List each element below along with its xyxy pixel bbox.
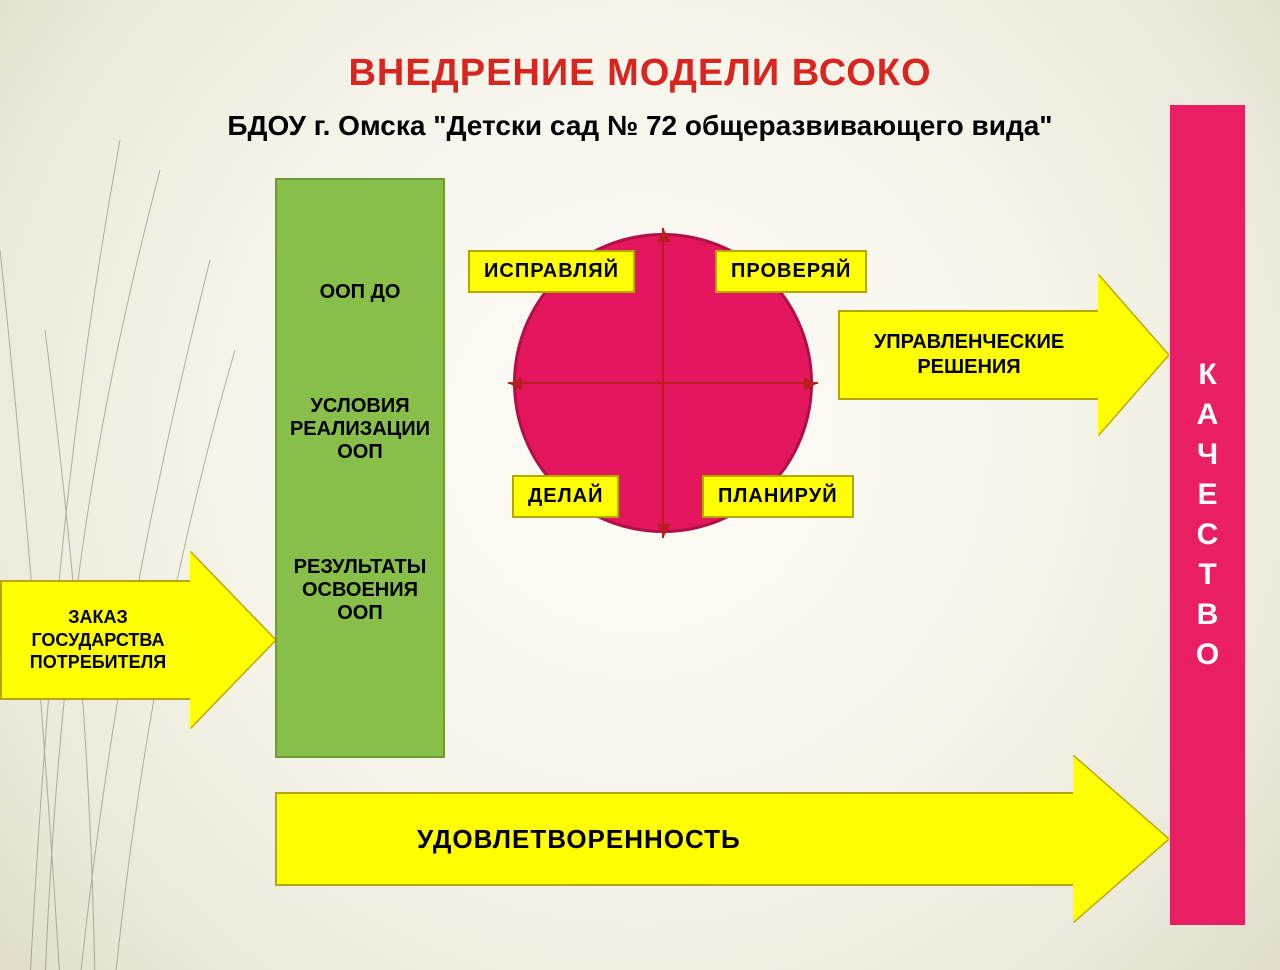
quality-letter: О <box>1196 640 1219 670</box>
quality-letter: Е <box>1197 480 1217 510</box>
page-title: ВНЕДРЕНИЕ МОДЕЛИ ВСОКО <box>0 52 1280 95</box>
quality-letter: А <box>1197 400 1219 430</box>
green-item-1: ООП ДО <box>320 281 401 304</box>
arrow-left-icon <box>510 377 522 391</box>
order-arrow-head <box>190 552 275 728</box>
arrow-up-icon <box>657 230 671 242</box>
pdca-bottom-left: ДЕЛАЙ <box>512 475 619 518</box>
mgmt-arrow-head <box>1098 275 1168 435</box>
quality-letter: Ч <box>1197 440 1218 470</box>
bottom-arrow-head <box>1073 756 1168 922</box>
order-arrow-body: ЗАКАЗ ГОСУДАРСТВА ПОТРЕБИТЕЛЯ <box>0 580 190 700</box>
order-line2: ГОСУДАРСТВА <box>30 629 166 652</box>
order-line1: ЗАКАЗ <box>30 606 166 629</box>
cross-horizontal <box>508 382 818 384</box>
quality-letter: К <box>1198 360 1216 390</box>
pdca-top-right: ПРОВЕРЯЙ <box>715 250 867 293</box>
green-box: ООП ДО УСЛОВИЯ РЕАЛИЗАЦИИ ООП РЕЗУЛЬТАТЫ… <box>275 178 445 758</box>
bottom-arrow-body: УДОВЛЕТВОРЕННОСТЬ <box>275 792 1073 886</box>
pdca-bottom-right: ПЛАНИРУЙ <box>702 475 854 518</box>
arrow-down-icon <box>657 524 671 536</box>
quality-letter: В <box>1197 600 1219 630</box>
subtitle: БДОУ г. Омска "Детски сад № 72 общеразви… <box>0 110 1280 142</box>
mgmt-line2: РЕШЕНИЯ <box>874 355 1064 380</box>
mgmt-line1: УПРАВЛЕНЧЕСКИЕ <box>874 330 1064 355</box>
order-line3: ПОТРЕБИТЕЛЯ <box>30 651 166 674</box>
pdca-top-left: ИСПРАВЛЯЙ <box>468 250 635 293</box>
quality-letter: Т <box>1198 560 1216 590</box>
arrow-right-icon <box>804 377 816 391</box>
mgmt-arrow-body: УПРАВЛЕНЧЕСКИЕ РЕШЕНИЯ <box>838 310 1098 400</box>
quality-bar: К А Ч Е С Т В О <box>1170 105 1245 925</box>
green-item-2: УСЛОВИЯ РЕАЛИЗАЦИИ ООП <box>285 395 435 464</box>
quality-letter: С <box>1197 520 1219 550</box>
green-item-3: РЕЗУЛЬТАТЫ ОСВОЕНИЯ ООП <box>285 556 435 625</box>
